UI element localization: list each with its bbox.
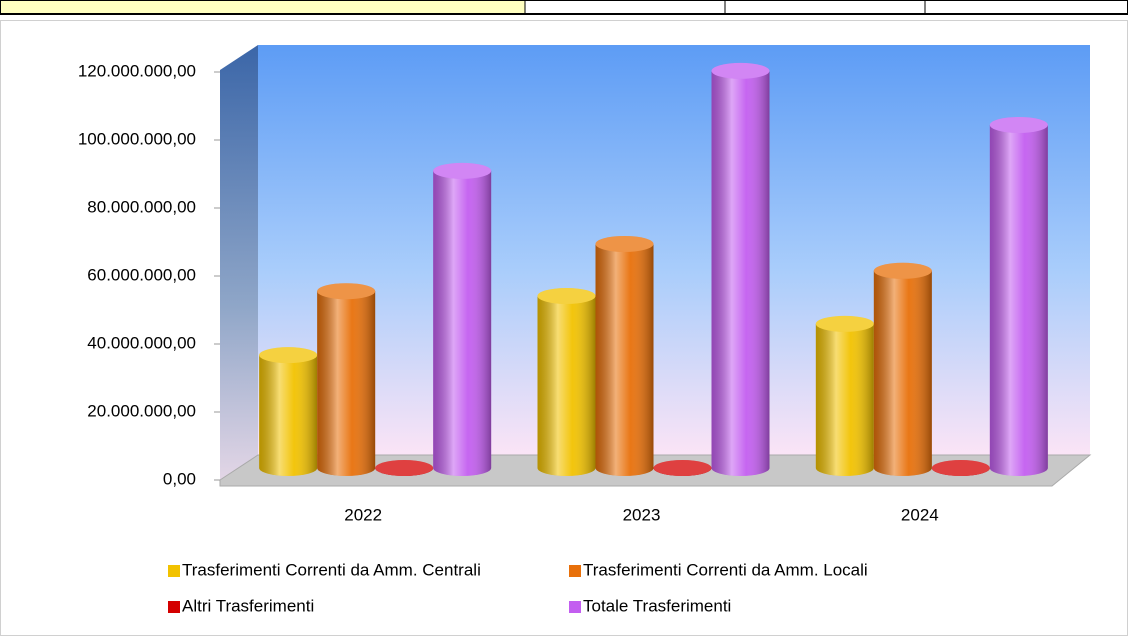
legend-label: Trasferimenti Correnti da Amm. Locali <box>583 560 868 579</box>
y-tick-label: 0,00 <box>163 469 196 488</box>
cylinder-top-highlight <box>433 162 492 179</box>
table-cell <box>1 1 525 13</box>
cylinder-top-highlight <box>595 235 654 252</box>
cylinder-top-highlight <box>873 262 932 279</box>
cylinder-shading <box>595 243 654 476</box>
cylinder-shading <box>537 295 596 476</box>
legend-label: Altri Trasferimenti <box>182 596 314 615</box>
cylinder-top <box>317 283 376 300</box>
legend-swatch <box>569 565 581 577</box>
x-tick-label: 2024 <box>901 505 939 524</box>
cylinder-top <box>375 460 434 476</box>
legend-swatch <box>168 565 180 577</box>
cylinder-shading <box>317 291 376 476</box>
y-tick-label: 20.000.000,00 <box>87 401 196 420</box>
y-tick-label: 80.000.000,00 <box>87 197 196 216</box>
cylinder-top-highlight <box>653 460 712 476</box>
cylinder-top <box>653 460 712 476</box>
y-tick-label: 100.000.000,00 <box>78 129 196 148</box>
legend-label: Trasferimenti Correnti da Amm. Centrali <box>182 560 481 579</box>
cylinder-shading <box>815 323 874 476</box>
cylinder-top <box>989 116 1048 133</box>
cylinder-top-highlight <box>815 315 874 332</box>
side-wall <box>220 45 258 480</box>
x-tick-label: 2022 <box>344 505 382 524</box>
back-wall <box>258 45 1090 455</box>
cylinder-top-highlight <box>537 287 596 304</box>
cylinder-shading <box>873 270 932 476</box>
cylinder-top-highlight <box>711 62 770 79</box>
cylinder-shading <box>989 124 1048 477</box>
legend-swatch <box>168 601 180 613</box>
cylinder-top <box>873 262 932 279</box>
cylinder-top-highlight <box>989 116 1048 133</box>
cylinder-top <box>259 347 318 364</box>
cylinder-top <box>433 162 492 179</box>
cylinder-shading <box>711 70 770 476</box>
y-tick-label: 120.000.000,00 <box>78 61 196 80</box>
cylinder-top <box>537 287 596 304</box>
cylinder-top <box>711 62 770 79</box>
cylinder-top-highlight <box>317 283 376 300</box>
cylinder-shading <box>259 355 318 476</box>
y-tick-label: 60.000.000,00 <box>87 265 196 284</box>
cylinder-top-highlight <box>259 347 318 364</box>
legend-label: Totale Trasferimenti <box>583 596 731 615</box>
cylinder-top <box>931 460 990 476</box>
y-tick-label: 40.000.000,00 <box>87 333 196 352</box>
legend-swatch <box>569 601 581 613</box>
cylinder-top <box>815 315 874 332</box>
cylinder-top-highlight <box>375 460 434 476</box>
x-tick-label: 2023 <box>623 505 661 524</box>
cylinder-top <box>595 235 654 252</box>
cylinder-shading <box>433 170 492 476</box>
cylinder-top-highlight <box>931 460 990 476</box>
